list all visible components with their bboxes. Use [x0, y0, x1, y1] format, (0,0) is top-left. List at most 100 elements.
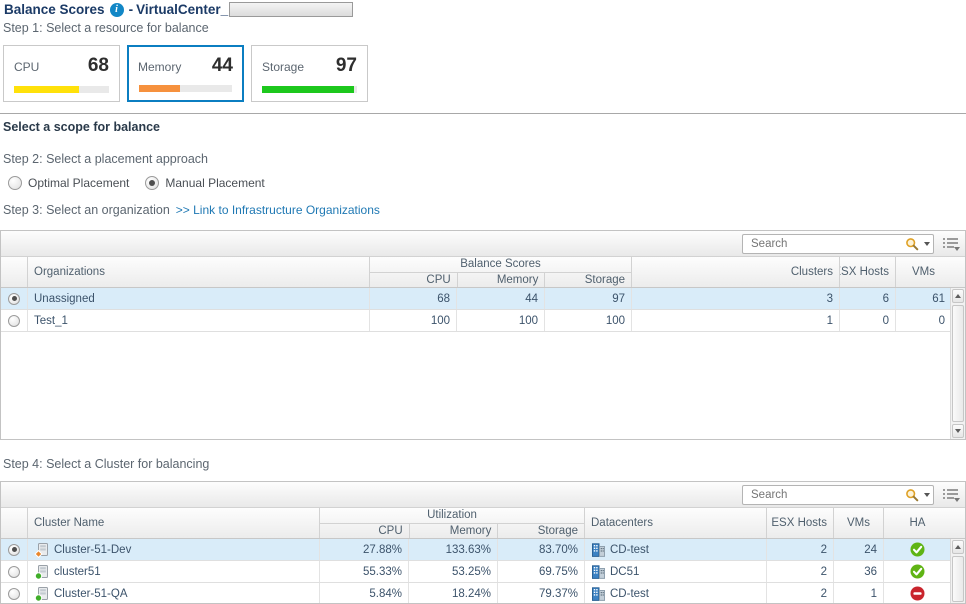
org-header-vms[interactable]: VMs [895, 257, 951, 287]
cluster-group-label: Utilization [320, 508, 584, 524]
cluster-header-utilization-group: Utilization CPU Memory Storage [319, 508, 584, 538]
org-table-toolbar [1, 231, 965, 257]
datacenter-icon [592, 542, 605, 557]
ha-enabled-icon [910, 564, 925, 579]
resource-card-storage[interactable]: Storage 97 [251, 45, 368, 102]
ha-disabled-icon [910, 586, 925, 601]
org-esx-hosts-cell: 0 [839, 310, 895, 331]
datacenter-icon [592, 586, 605, 601]
cluster-table-body: Cluster-51-Dev 27.88% 133.63% 83.70% CD-tes… [1, 539, 965, 603]
cluster-cpu-utilization-cell: 55.33% [319, 561, 408, 582]
search-options-caret-icon[interactable] [924, 492, 930, 497]
info-icon[interactable]: i [109, 2, 124, 17]
grid-options-icon[interactable] [943, 488, 960, 502]
cluster-header-datacenters[interactable]: Datacenters [584, 508, 766, 538]
org-cpu-score-cell: 68 [369, 288, 456, 309]
cluster-datacenter-cell: DC51 [584, 561, 766, 582]
radio-button-icon[interactable] [8, 314, 20, 327]
scroll-down-button[interactable] [952, 424, 964, 438]
org-table-scrollbar[interactable] [950, 288, 965, 439]
radio-button-icon[interactable] [8, 543, 20, 556]
cluster-vms-cell: 1 [833, 583, 883, 603]
row-select-radio[interactable] [1, 310, 27, 331]
row-select-radio[interactable] [1, 288, 27, 309]
section-divider [0, 113, 966, 114]
org-table-body: Unassigned 68 44 97 3 6 61 Test_1 100 100 100 1 0 0 [1, 288, 965, 439]
score-bar-fill [262, 86, 355, 93]
search-options-caret-icon[interactable] [924, 241, 930, 246]
cluster-name-cell: Cluster-51-QA [27, 583, 319, 603]
placement-options: Optimal Placement Manual Placement [8, 176, 265, 190]
score-bar-fill [14, 86, 79, 93]
org-name-cell: Test_1 [27, 310, 369, 331]
resource-card-memory[interactable]: Memory 44 [127, 45, 244, 102]
radio-optimal-placement[interactable]: Optimal Placement [8, 176, 129, 190]
org-table-row[interactable]: Test_1 100 100 100 1 0 0 [1, 310, 951, 332]
infrastructure-organizations-link[interactable]: >> Link to Infrastructure Organizations [175, 203, 380, 217]
cluster-table-scrollbar[interactable] [950, 539, 965, 603]
cluster-ha-status-cell [883, 583, 951, 603]
org-search-input[interactable] [749, 236, 902, 251]
step3-label: Step 3: Select an organization [3, 203, 170, 217]
org-header-memory[interactable]: Memory [456, 273, 545, 287]
org-search-box[interactable] [742, 233, 934, 254]
cluster-storage-utilization-cell: 69.75% [497, 561, 584, 582]
cluster-header-esx-hosts[interactable]: ESX Hosts [766, 508, 833, 538]
grid-options-icon[interactable] [943, 237, 960, 251]
cluster-ha-status-cell [883, 561, 951, 582]
cluster-table-row[interactable]: Cluster-51-Dev 27.88% 133.63% 83.70% CD-tes… [1, 539, 951, 561]
scroll-thumb[interactable] [952, 556, 964, 602]
cluster-storage-utilization-cell: 83.70% [497, 539, 584, 560]
org-header-cpu[interactable]: CPU [426, 274, 451, 286]
radio-button-icon[interactable] [8, 565, 20, 578]
scroll-thumb[interactable] [952, 305, 964, 422]
cluster-table-toolbar [1, 482, 965, 508]
search-icon[interactable] [905, 488, 919, 502]
radio-button-icon[interactable] [145, 176, 160, 190]
cluster-vms-cell: 24 [833, 539, 883, 560]
page-title-text: Balance Scores [4, 2, 105, 17]
org-table-row[interactable]: Unassigned 68 44 97 3 6 61 [1, 288, 951, 310]
ha-enabled-icon [910, 542, 925, 557]
radio-button-icon[interactable] [8, 176, 22, 190]
cluster-header-storage[interactable]: Storage [497, 524, 584, 538]
org-memory-score-cell: 100 [456, 310, 544, 331]
clusters-table: Cluster Name Utilization CPU Memory Stor… [0, 481, 966, 604]
org-header-storage[interactable]: Storage [544, 273, 631, 287]
org-header-clusters[interactable]: Clusters [631, 257, 839, 287]
row-select-radio[interactable] [1, 539, 27, 560]
resource-card-cpu[interactable]: CPU 68 [3, 45, 120, 102]
cluster-header-vms[interactable]: VMs [833, 508, 883, 538]
scroll-up-button[interactable] [952, 289, 964, 303]
cluster-storage-utilization-cell: 79.37% [497, 583, 584, 603]
radio-button-icon[interactable] [8, 587, 20, 600]
cluster-search-box[interactable] [742, 484, 934, 505]
radio-button-icon[interactable] [8, 292, 20, 305]
cluster-table-row[interactable]: cluster51 55.33% 53.25% 69.75% DC51 2 36 [1, 561, 951, 583]
cluster-search-input[interactable] [749, 487, 902, 502]
org-header-balance-scores-group: Balance Scores CPU Memory Storage [369, 257, 631, 287]
search-icon[interactable] [905, 237, 919, 251]
redacted-name-box [229, 2, 354, 17]
cluster-header-name[interactable]: Cluster Name [27, 508, 319, 538]
cluster-table-row[interactable]: Cluster-51-QA 5.84% 18.24% 79.37% CD-test 2 1 [1, 583, 951, 603]
radio-manual-placement[interactable]: Manual Placement [145, 176, 265, 190]
org-esx-hosts-cell: 6 [839, 288, 895, 309]
row-select-radio[interactable] [1, 583, 27, 603]
org-header-esx-hosts[interactable]: ESX Hosts [839, 257, 895, 287]
cluster-memory-utilization-cell: 53.25% [408, 561, 497, 582]
cluster-header-memory[interactable]: Memory [408, 524, 498, 538]
resource-cards: CPU 68 Memory 44 Storage 97 [3, 45, 368, 102]
card-label: Memory [138, 60, 182, 74]
cluster-header-ha[interactable]: HA [883, 508, 951, 538]
row-select-radio[interactable] [1, 561, 27, 582]
cluster-esx-hosts-cell: 2 [766, 561, 833, 582]
cluster-icon [34, 586, 48, 602]
scroll-up-button[interactable] [952, 540, 964, 554]
org-header-organizations[interactable]: Organizations [27, 257, 369, 287]
title-subtitle: VirtualCenter_ [136, 2, 229, 17]
card-label: CPU [14, 60, 40, 74]
cluster-header-cpu[interactable]: CPU [378, 525, 403, 537]
cluster-ha-status-cell [883, 539, 951, 560]
org-memory-score-cell: 44 [456, 288, 544, 309]
